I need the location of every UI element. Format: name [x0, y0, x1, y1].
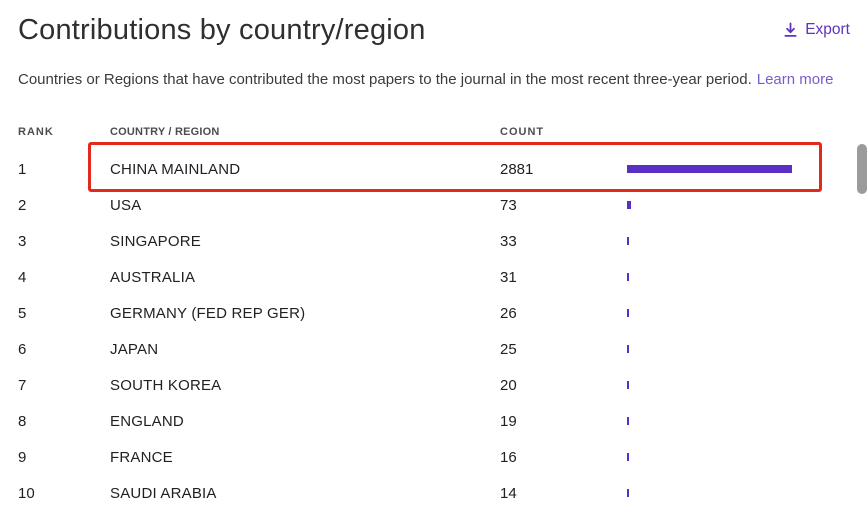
count-bar: [627, 201, 631, 209]
country-cell: CHINA MAINLAND: [110, 160, 241, 178]
rank-cell: 3: [18, 232, 27, 250]
country-cell: SAUDI ARABIA: [110, 484, 217, 502]
table-header: RANK COUNTRY / REGION COUNT: [18, 124, 844, 140]
table-row: 5 GERMANY (FED REP GER) 26: [18, 295, 844, 331]
count-bar: [627, 381, 629, 389]
rank-cell: 2: [18, 196, 27, 214]
count-bar: [627, 345, 629, 353]
rank-cell: 1: [18, 160, 27, 178]
bar-cell: [627, 273, 844, 281]
country-cell: USA: [110, 196, 142, 214]
count-cell: 26: [500, 304, 517, 322]
count-cell: 31: [500, 268, 517, 286]
count-bar: [627, 453, 629, 461]
column-header-rank: RANK: [18, 126, 54, 138]
page-title: Contributions by country/region: [18, 14, 426, 46]
bar-cell: [627, 489, 844, 497]
column-header-country: COUNTRY / REGION: [110, 126, 220, 138]
table-row: 3 SINGAPORE 33: [18, 223, 844, 259]
count-bar: [627, 237, 629, 245]
rank-cell: 7: [18, 376, 27, 394]
count-bar: [627, 417, 629, 425]
table-row: 6 JAPAN 25: [18, 331, 844, 367]
count-cell: 16: [500, 448, 517, 466]
count-cell: 20: [500, 376, 517, 394]
count-cell: 25: [500, 340, 517, 358]
learn-more-link[interactable]: Learn more: [756, 71, 834, 88]
bar-cell: [627, 309, 844, 317]
count-cell: 33: [500, 232, 517, 250]
count-bar: [627, 273, 629, 281]
count-bar: [627, 489, 629, 497]
table-row: 4 AUSTRALIA 31: [18, 259, 844, 295]
bar-cell: [627, 165, 844, 173]
count-cell: 14: [500, 484, 517, 502]
country-cell: JAPAN: [110, 340, 159, 358]
bar-cell: [627, 201, 844, 209]
count-cell: 73: [500, 196, 517, 214]
table-row: 7 SOUTH KOREA 20: [18, 367, 844, 403]
rank-cell: 6: [18, 340, 27, 358]
description: Countries or Regions that have contribut…: [18, 71, 833, 88]
bar-cell: [627, 453, 844, 461]
rank-cell: 8: [18, 412, 27, 430]
bar-cell: [627, 417, 844, 425]
description-text: Countries or Regions that have contribut…: [18, 71, 752, 88]
count-bar: [627, 309, 629, 317]
bar-cell: [627, 237, 844, 245]
column-header-count: COUNT: [500, 126, 545, 138]
bar-cell: [627, 381, 844, 389]
table-row: 9 FRANCE 16: [18, 439, 844, 475]
country-cell: AUSTRALIA: [110, 268, 196, 286]
scrollbar-thumb[interactable]: [857, 144, 867, 194]
country-cell: GERMANY (FED REP GER): [110, 304, 306, 322]
rank-cell: 9: [18, 448, 27, 466]
table-row: 8 ENGLAND 19: [18, 403, 844, 439]
table-row: 2 USA 73: [18, 187, 844, 223]
count-cell: 2881: [500, 160, 534, 178]
table-row: 10 SAUDI ARABIA 14: [18, 475, 844, 511]
country-cell: ENGLAND: [110, 412, 184, 430]
export-label: Export: [805, 21, 850, 38]
country-cell: SINGAPORE: [110, 232, 201, 250]
table-row: 1 CHINA MAINLAND 2881: [18, 151, 844, 187]
bar-cell: [627, 345, 844, 353]
export-button[interactable]: Export: [781, 19, 852, 41]
table-body: 1 CHINA MAINLAND 2881 2 USA 73 3 SINGAPO…: [18, 151, 844, 511]
country-cell: SOUTH KOREA: [110, 376, 222, 394]
count-cell: 19: [500, 412, 517, 430]
rank-cell: 4: [18, 268, 27, 286]
count-bar: [627, 165, 792, 173]
download-icon: [783, 22, 798, 38]
rank-cell: 5: [18, 304, 27, 322]
rank-cell: 10: [18, 484, 35, 502]
country-cell: FRANCE: [110, 448, 173, 466]
